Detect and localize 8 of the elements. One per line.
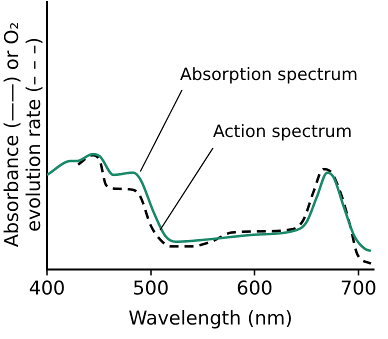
x-tick-label: 500	[132, 278, 169, 300]
x-tick-label: 600	[236, 278, 273, 300]
x-axis-title: Wavelength (nm)	[128, 308, 293, 330]
x-tick-label: 400	[28, 278, 66, 300]
y-axis-title: Absorbance (——) or O₂ evolution rate (– – –)	[1, 20, 45, 250]
text: Absorption spectrum	[180, 65, 358, 85]
text: Action spectrum	[213, 122, 352, 142]
x-tick-label: 700	[340, 278, 377, 300]
